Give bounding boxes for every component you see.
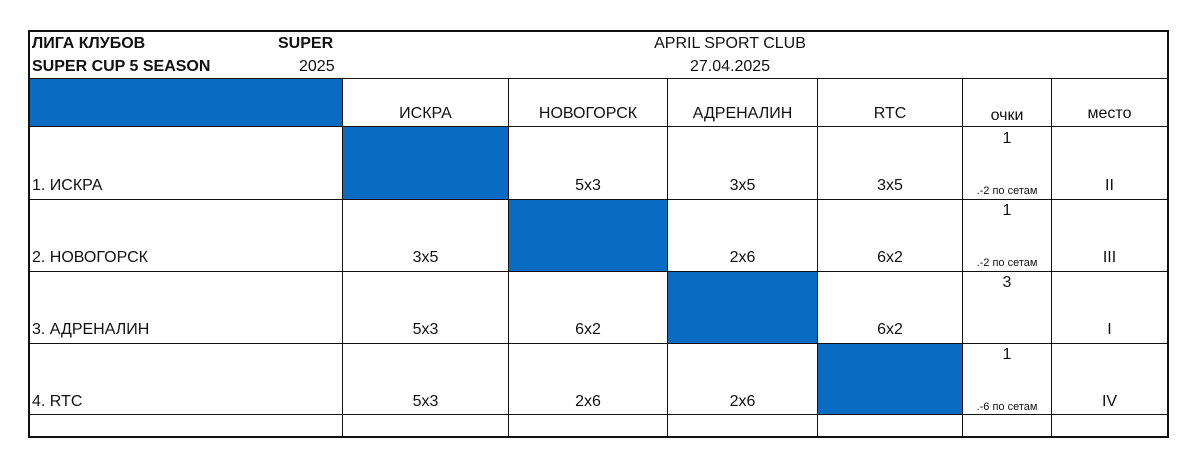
col-header: RTC: [873, 105, 907, 122]
season-year: 2025: [299, 58, 335, 75]
match-score: 2x6: [729, 393, 756, 410]
match-score: 3x5: [877, 177, 903, 194]
venue-name: APRIL SPORT CLUB: [654, 35, 806, 52]
match-score: 2x6: [729, 249, 756, 266]
match-score: 3x5: [412, 249, 439, 266]
row-divider: [30, 343, 1167, 344]
self-match-cell: [668, 272, 817, 343]
self-match-cell: [343, 127, 508, 199]
match-score: 6x2: [877, 321, 903, 338]
row-divider: [30, 271, 1167, 272]
team-place: II: [1105, 177, 1114, 194]
header-blue-block: [30, 79, 342, 126]
col-header: ИСКРА: [399, 105, 452, 122]
col-divider: [508, 78, 509, 436]
self-match-cell: [818, 344, 962, 414]
row-divider: [30, 414, 1167, 415]
match-score: 5x3: [575, 177, 601, 194]
match-score: 6x2: [575, 321, 601, 338]
row-divider: [30, 199, 1167, 200]
col-divider: [962, 78, 963, 436]
self-match-cell: [509, 200, 667, 271]
col-divider: [1051, 78, 1052, 436]
team-points: 1: [1002, 202, 1012, 219]
col-header: НОВОГОРСК: [538, 105, 638, 122]
sets-note: .-6 по сетам: [976, 401, 1038, 413]
team-place: IV: [1101, 393, 1118, 410]
match-score: 5x3: [412, 321, 439, 338]
sets-note: .-2 по сетам: [976, 185, 1038, 197]
team-name: 2. НОВОГОРСК: [32, 249, 148, 266]
event-date: 27.04.2025: [689, 58, 771, 75]
col-divider: [667, 78, 668, 436]
league-title: ЛИГА КЛУБОВ: [32, 35, 146, 52]
row-divider: [30, 126, 1167, 127]
col-header-points: очки: [990, 107, 1024, 124]
team-points: 3: [1002, 274, 1012, 291]
team-name: 1. ИСКРА: [32, 177, 103, 194]
league-tag: SUPER: [278, 35, 334, 52]
cup-title: SUPER CUP 5 SEASON: [32, 58, 211, 75]
col-header: АДРЕНАЛИН: [692, 105, 793, 122]
col-header-place: место: [1087, 105, 1132, 122]
team-place: I: [1107, 321, 1112, 338]
match-score: 6x2: [877, 249, 903, 266]
sets-note: .-2 по сетам: [976, 257, 1038, 269]
team-name: 4. RTC: [32, 393, 83, 410]
col-divider: [342, 78, 343, 436]
team-name: 3. АДРЕНАЛИН: [32, 321, 150, 338]
col-divider: [817, 78, 818, 436]
match-score: 5x3: [412, 393, 439, 410]
team-place: III: [1102, 249, 1117, 266]
standings-table: ЛИГА КЛУБОВ SUPER SUPER CUP 5 SEASON 202…: [28, 30, 1169, 438]
team-points: 1: [1002, 130, 1012, 147]
match-score: 3x5: [729, 177, 756, 194]
row-divider: [30, 78, 1167, 79]
match-score: 2x6: [575, 393, 601, 410]
team-points: 1: [1002, 346, 1012, 363]
